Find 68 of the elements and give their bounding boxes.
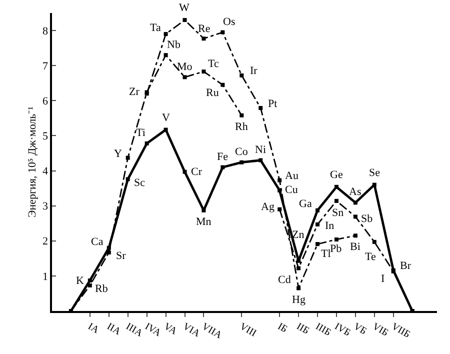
x-tick-label: VA: [162, 321, 180, 338]
y-tick-label: 7: [42, 60, 49, 72]
annotation: Re: [198, 23, 210, 35]
annotation: Rb: [95, 283, 108, 295]
x-tick-label: IБ: [276, 321, 290, 336]
annotation: Sb: [361, 213, 374, 225]
annotation: Hg: [292, 294, 306, 306]
annotation: Y: [114, 148, 122, 160]
annotation: Mn: [196, 216, 212, 228]
y-tick-label: 3: [42, 200, 49, 213]
annotation: Ge: [330, 169, 343, 181]
annotation: Sn: [332, 207, 344, 219]
annotation: As: [349, 186, 362, 198]
annotation: Nb: [167, 39, 181, 51]
annotation: Tc: [208, 58, 219, 70]
annotation: Os: [223, 16, 236, 28]
annotation: W: [179, 2, 190, 14]
y-tick-label: 5: [42, 130, 49, 143]
x-tick-label: VIБ: [370, 321, 390, 339]
annotation: Ta: [150, 22, 161, 34]
annotation: Se: [369, 167, 380, 179]
annotation: Ag: [261, 201, 275, 213]
annotation: Cu: [285, 184, 298, 196]
y-tick-label: 1: [42, 270, 48, 283]
annotation: Te: [365, 251, 376, 263]
annotation: Cr: [191, 166, 202, 178]
annotation: I: [381, 273, 385, 285]
annotation: Ru: [206, 87, 220, 99]
annotation: Sc: [134, 177, 146, 189]
annotation: Au: [285, 170, 299, 182]
annotation: Ca: [91, 236, 104, 248]
x-tick-label: IA: [86, 321, 102, 336]
x-tick-label: VIIA: [200, 321, 224, 342]
annotation: Zn: [292, 229, 305, 241]
annotation: Br: [400, 260, 412, 272]
x-tick-label: IVБ: [332, 321, 352, 339]
annotation: Cd: [278, 274, 292, 286]
annotation: Ti: [136, 127, 146, 139]
annotation: Co: [235, 146, 248, 158]
annotation: V: [162, 112, 170, 124]
x-tick-label: VБ: [351, 321, 368, 338]
y-tick-label: 6: [42, 96, 49, 108]
annotation: In: [325, 220, 335, 232]
x-tick-label: VIII: [238, 321, 258, 340]
x-tick-label: IIБ: [294, 321, 312, 338]
annotation: Bi: [350, 241, 360, 253]
y-tick-label: 8: [42, 25, 49, 38]
x-tick-label: IIIA: [124, 321, 145, 340]
x-tick-label: VIIБ: [389, 321, 412, 341]
annotation: Zr: [129, 86, 140, 98]
annotation: Pb: [330, 243, 342, 255]
annotation: Tl: [321, 248, 331, 260]
x-tick-label: VIA: [180, 321, 202, 340]
annotation: Ir: [250, 65, 258, 77]
annotation: Mo: [177, 61, 193, 73]
y-tick-label: 2: [42, 236, 48, 248]
annotation: Rh: [235, 121, 248, 133]
annotation: Fe: [217, 151, 228, 163]
annotation: K: [76, 275, 84, 287]
annotation: Pt: [268, 98, 278, 110]
annotation: Ga: [299, 198, 312, 210]
x-tick-label: IIA: [104, 321, 124, 338]
x-tick-label: IIIБ: [314, 321, 333, 339]
y-axis-title: Энергия, 10⁵ Дж·моль⁻¹: [26, 106, 39, 218]
y-tick-label: 4: [42, 166, 49, 178]
annotation: Ni: [255, 144, 266, 156]
x-tick-label: IVA: [142, 321, 164, 340]
annotation: Sr: [116, 250, 126, 262]
